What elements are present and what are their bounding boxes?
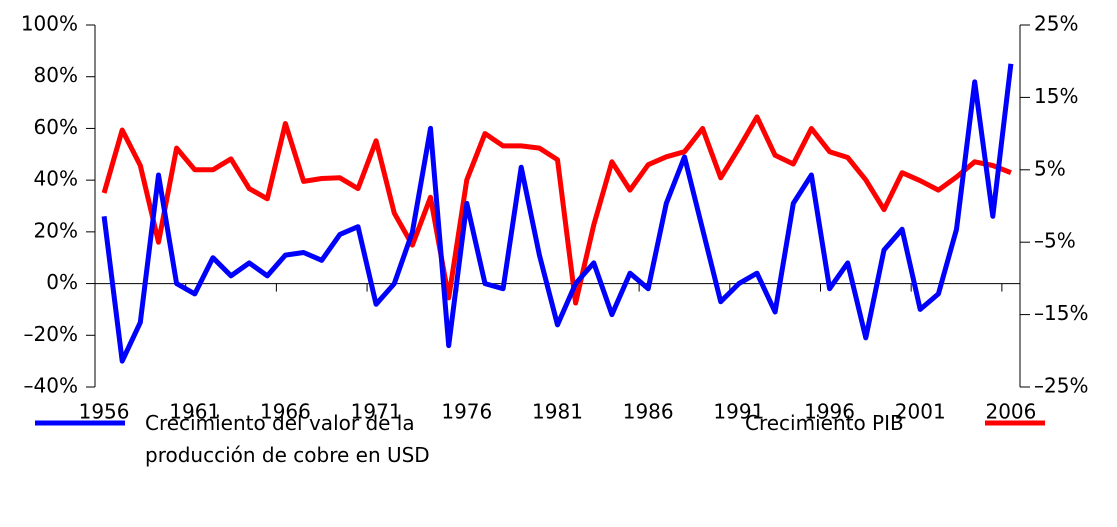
x-tick-label: 1981 xyxy=(532,400,583,424)
y2-tick-label: –15% xyxy=(1034,301,1088,325)
x-tick-label: 1956 xyxy=(79,400,130,424)
y-tick-label: 80% xyxy=(34,63,78,87)
y2-tick-label: –5% xyxy=(1034,229,1076,253)
legend-label: Crecimiento del valor de la producción d… xyxy=(145,411,430,467)
x-tick-label: 2001 xyxy=(895,400,946,424)
x-tick-label: 1976 xyxy=(441,400,492,424)
legend-label: Crecimiento PIB xyxy=(745,411,904,435)
x-tick-label: 1971 xyxy=(351,400,402,424)
y2-tick-label: 5% xyxy=(1034,156,1066,180)
y-tick-label: 40% xyxy=(34,167,78,191)
x-tick-label: 1966 xyxy=(260,400,311,424)
y2-tick-label: 15% xyxy=(1034,84,1078,108)
y-tick-label: –20% xyxy=(24,322,78,346)
x-tick-label: 2006 xyxy=(985,400,1036,424)
y-tick-label: 0% xyxy=(46,270,78,294)
x-tick-label: 1991 xyxy=(713,400,764,424)
y-tick-label: 20% xyxy=(34,218,78,242)
y2-tick-label: 25% xyxy=(1034,12,1078,36)
x-tick-label: 1986 xyxy=(623,400,674,424)
x-tick-label: 1996 xyxy=(804,400,855,424)
y-tick-label: –40% xyxy=(24,374,78,398)
series-line xyxy=(101,63,1014,364)
series-line xyxy=(101,114,1012,306)
y2-tick-label: –25% xyxy=(1034,374,1088,398)
x-tick-label: 1961 xyxy=(169,400,220,424)
y-tick-label: 60% xyxy=(34,115,78,139)
y-tick-label: 100% xyxy=(21,12,78,36)
